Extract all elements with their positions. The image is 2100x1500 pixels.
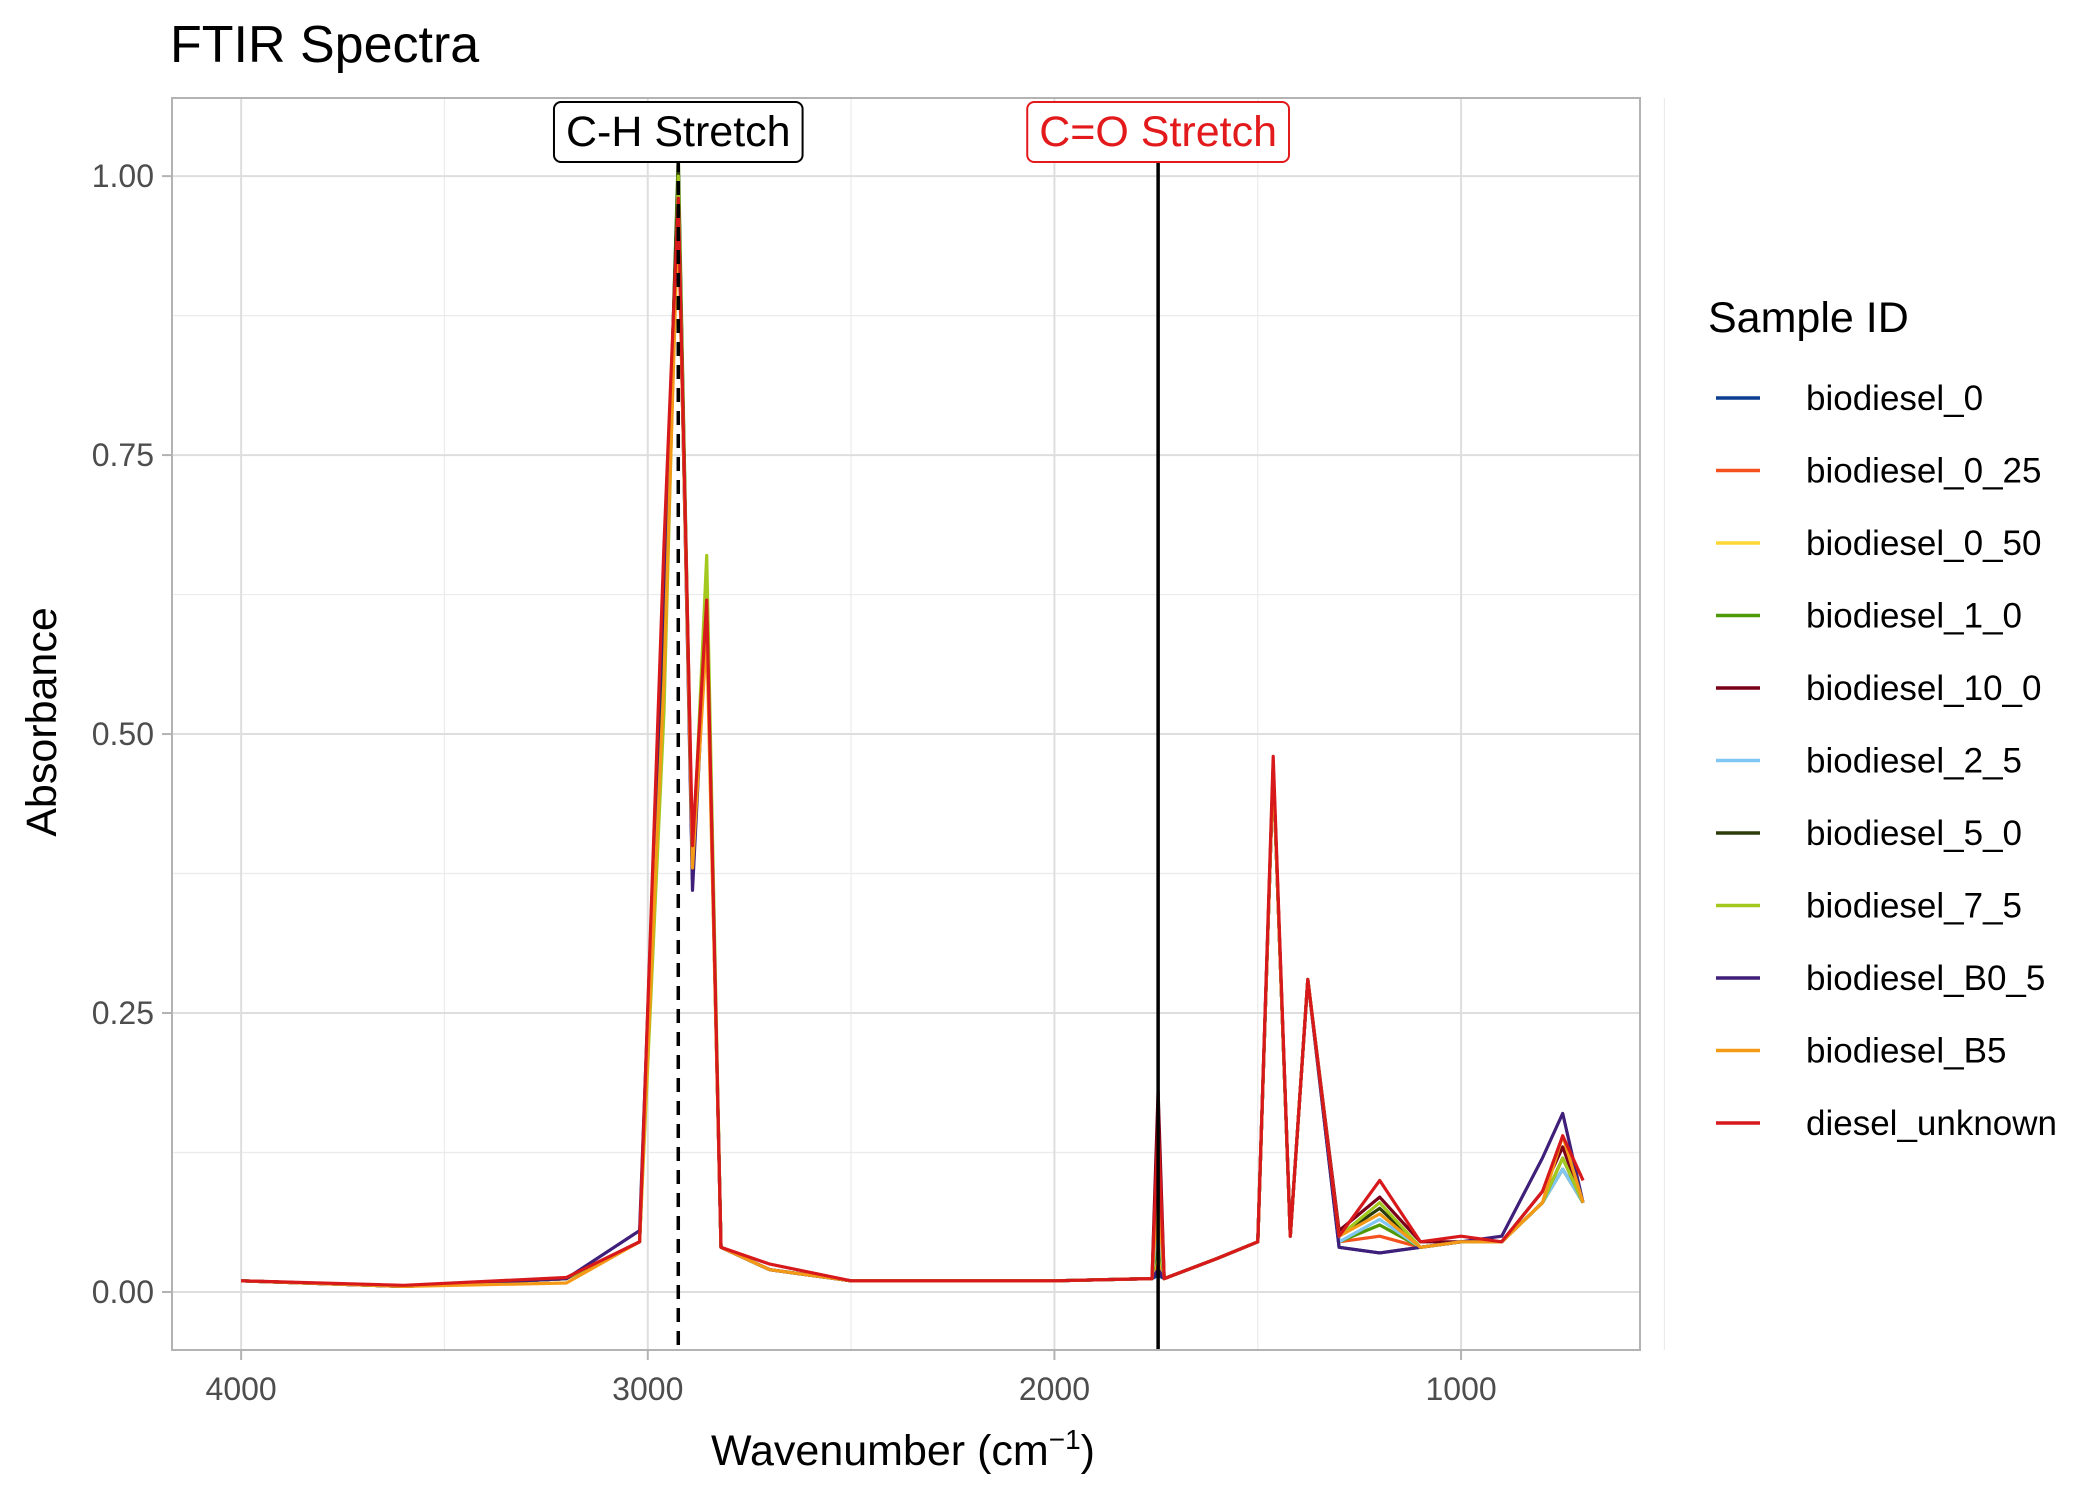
legend-label: biodiesel_0: [1806, 379, 1983, 418]
legend-label: biodiesel_0_50: [1806, 524, 2041, 563]
y-tick-label: 0.75: [92, 437, 154, 473]
series-line-biodiesel_0_25: [241, 185, 1585, 1289]
legend-label: biodiesel_B5: [1806, 1032, 2006, 1071]
legend-label: biodiesel_1_0: [1806, 597, 2022, 636]
legend-label: biodiesel_0_25: [1806, 452, 2041, 491]
annotation-box-1: [1026, 101, 1291, 163]
y-tick-label: 1.00: [92, 158, 154, 194]
plot-panel-border: [171, 97, 1641, 1351]
annotation-layer: C-H Stretch C=O Stretch: [552, 101, 1291, 1350]
legend-label: biodiesel_7_5: [1806, 887, 2022, 926]
series-line-biodiesel_2_5: [241, 185, 1585, 1289]
legend-label: biodiesel_B0_5: [1806, 959, 2045, 998]
x-axis-title-base: Wavenumber (cm: [711, 1427, 1049, 1475]
legend-label: biodiesel_2_5: [1806, 742, 2022, 781]
annotation-label-0: C-H Stretch: [566, 108, 791, 156]
series-line-diesel_unknown: [241, 196, 1585, 1287]
series-line-biodiesel_0_50: [241, 174, 1585, 1289]
chart-title: FTIR Spectra: [170, 16, 479, 74]
series-line-biodiesel_B5: [241, 208, 1585, 1289]
plot-grid: [172, 98, 1665, 1350]
series-line-biodiesel_0: [241, 174, 1585, 1289]
x-axis-title: Wavenumber (cm−1): [711, 1424, 1095, 1475]
x-tick-label: 1000: [1425, 1371, 1496, 1407]
series-line-biodiesel_10_0: [241, 208, 1585, 1289]
annotation-box-0: [552, 101, 804, 163]
legend-label: diesel_unknown: [1806, 1104, 2057, 1143]
x-axis-title-sup: −1: [1049, 1424, 1081, 1455]
legend-label: biodiesel_10_0: [1806, 669, 2041, 708]
series-line-biodiesel_1_0: [241, 152, 1585, 1289]
series-line-biodiesel_7_5: [241, 174, 1585, 1289]
legend-label: biodiesel_5_0: [1806, 814, 2022, 853]
y-axis-title: Absorbance: [18, 607, 66, 837]
x-tick-label: 2000: [1019, 1371, 1090, 1407]
legend-title: Sample ID: [1708, 294, 1909, 342]
x-axis-ticks: 4000 3000 2000 1000: [206, 1350, 1497, 1407]
x-axis-title-end: ): [1081, 1427, 1095, 1475]
series-line-biodiesel_5_0: [241, 163, 1585, 1289]
legend: biodiesel_0 biodiesel_0_25 biodiesel_0_50b…: [1716, 379, 2057, 1143]
annotation-label-1: C=O Stretch: [1039, 108, 1277, 156]
y-tick-label: 0.00: [92, 1274, 154, 1310]
x-tick-label: 4000: [206, 1371, 277, 1407]
y-tick-label: 0.25: [92, 995, 154, 1031]
y-tick-label: 0.50: [92, 716, 154, 752]
series-line-biodiesel_B0_5: [241, 196, 1585, 1289]
y-axis-ticks: 0.00 0.25 0.50 0.75 1.00: [92, 158, 172, 1310]
x-tick-label: 3000: [612, 1371, 683, 1407]
series-layer: [241, 152, 1585, 1289]
